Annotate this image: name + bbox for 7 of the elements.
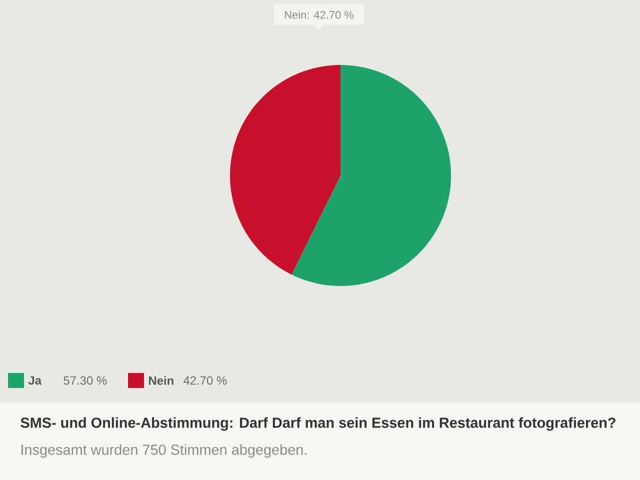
legend-label: Ja — [28, 376, 42, 385]
text: Insgesamt wurden 750 Stimmen abgegeben. — [22, 444, 306, 458]
data-label: 42.70 % — [183, 376, 227, 385]
legend-label: Nein — [149, 376, 174, 385]
text: Nein: 42.70 % — [284, 10, 354, 19]
data-label: 57.30 % — [64, 376, 107, 385]
text: SMS- und Online-Abstimmung: Darf Darf man sein Essen im Restaurant fotografieren? — [20, 417, 616, 431]
